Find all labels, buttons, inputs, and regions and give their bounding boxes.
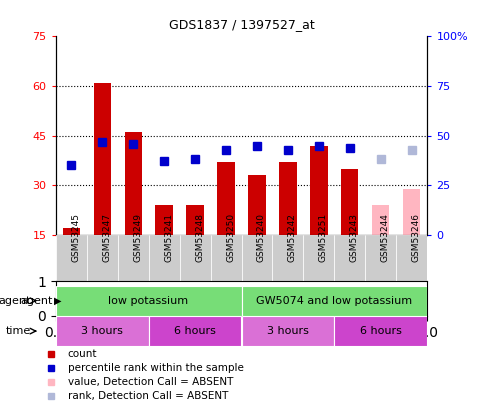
Bar [280, 162, 297, 235]
Bar [311, 145, 327, 235]
Text: GDS1837 / 1397527_at: GDS1837 / 1397527_at [169, 18, 314, 31]
Bar [372, 205, 389, 235]
Text: GSM53251: GSM53251 [319, 213, 328, 262]
Bar [211, 235, 242, 284]
Text: GSM53245: GSM53245 [71, 213, 80, 262]
Bar [180, 235, 211, 284]
Bar [334, 316, 427, 346]
Text: count: count [68, 349, 97, 358]
Bar [156, 205, 172, 235]
Text: 3 hours: 3 hours [267, 326, 309, 336]
Text: GSM53241: GSM53241 [164, 213, 173, 262]
Bar [334, 235, 366, 284]
Bar [341, 169, 358, 235]
Text: agent: agent [21, 296, 53, 306]
Bar [242, 235, 272, 284]
Text: rank, Detection Call = ABSENT: rank, Detection Call = ABSENT [68, 391, 228, 401]
Text: value, Detection Call = ABSENT: value, Detection Call = ABSENT [68, 377, 233, 387]
Text: GSM53247: GSM53247 [102, 213, 111, 262]
Bar [242, 286, 427, 316]
Bar [149, 316, 242, 346]
Text: low potassium: low potassium [109, 296, 188, 306]
Text: GW5074 and low potassium: GW5074 and low potassium [256, 296, 412, 306]
Text: time: time [5, 326, 30, 336]
Text: GSM53249: GSM53249 [133, 213, 142, 262]
Text: 6 hours: 6 hours [174, 326, 216, 336]
Bar [56, 316, 149, 346]
Bar [56, 286, 242, 316]
Bar [86, 235, 117, 284]
Text: GSM53244: GSM53244 [381, 213, 390, 262]
Text: 6 hours: 6 hours [360, 326, 402, 336]
Bar [403, 189, 421, 235]
Text: percentile rank within the sample: percentile rank within the sample [68, 363, 243, 373]
Bar [217, 162, 235, 235]
Bar [186, 205, 203, 235]
Text: GSM53242: GSM53242 [288, 213, 297, 262]
Bar [248, 175, 266, 235]
Text: GSM53248: GSM53248 [195, 213, 204, 262]
Text: GSM53250: GSM53250 [226, 213, 235, 262]
Text: 3 hours: 3 hours [81, 326, 123, 336]
Bar [56, 235, 86, 284]
Text: GSM53246: GSM53246 [412, 213, 421, 262]
Text: agent: agent [0, 296, 30, 306]
Text: GSM53243: GSM53243 [350, 213, 359, 262]
Bar [272, 235, 303, 284]
Bar [149, 235, 180, 284]
Bar [94, 83, 111, 235]
Text: ▶: ▶ [54, 296, 61, 306]
Bar [366, 235, 397, 284]
Bar [117, 235, 149, 284]
Bar [62, 228, 80, 235]
Bar [303, 235, 334, 284]
Bar [397, 235, 427, 284]
Bar [242, 316, 334, 346]
Bar [125, 132, 142, 235]
Text: GSM53240: GSM53240 [257, 213, 266, 262]
